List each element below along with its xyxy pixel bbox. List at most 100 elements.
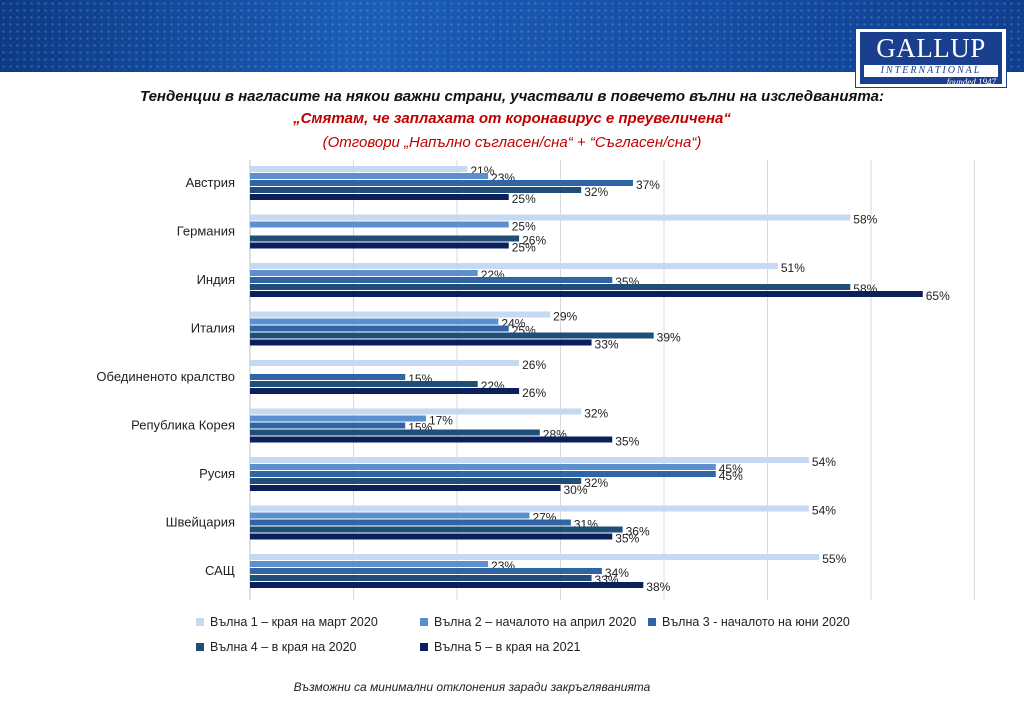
bar [250,554,820,560]
bar [250,332,654,339]
data-label: 54% [812,504,836,518]
bar [250,263,778,269]
data-label: 38% [646,580,670,594]
bar [250,166,468,172]
bar [250,415,426,422]
logo-box: GALLUP INTERNATIONAL founded 1947 [860,32,1002,87]
data-label: 35% [615,532,639,546]
category-label: Република Корея [131,418,235,433]
legend-label: Вълна 4 – в края на 2020 [210,640,357,654]
bar [250,291,923,297]
chart-subtitle: „Смятам, че заплахата от коронавирус е п… [293,110,731,127]
data-label: 36% [626,525,650,539]
data-label: 34% [605,566,629,580]
data-label: 26% [522,234,546,248]
bar [250,575,592,581]
bar [250,325,509,332]
legend-swatch [420,618,428,626]
legend-item: Вълна 5 – в края на 2021 [420,640,580,654]
bar [250,436,613,443]
legend-swatch [648,618,656,626]
world-map-pattern [0,0,1024,72]
bar [250,381,478,387]
legend-label: Вълна 5 – в края на 2021 [434,640,581,654]
data-label: 25% [512,192,536,206]
footnote: Възможни са минимални отклонения заради … [293,680,651,694]
data-label: 35% [615,435,639,449]
data-label: 54% [812,455,836,469]
bar [250,526,623,533]
legend-swatch [196,643,204,651]
bar [250,277,613,283]
bar [250,457,809,463]
bar [250,561,489,567]
data-label: 26% [522,386,546,400]
legend-item: Вълна 3 - началото на юни 2020 [648,615,850,629]
bar [250,311,551,318]
bar [250,471,716,477]
data-label: 30% [564,483,588,497]
bar [250,464,716,470]
data-label: 29% [553,310,577,324]
bar [250,374,406,380]
data-label: 25% [512,220,536,234]
bar [250,318,499,325]
bar [250,221,509,228]
category-label: Германия [177,224,235,239]
bar [250,270,478,276]
data-label: 25% [512,241,536,255]
data-label: 45% [719,469,743,483]
logo-subtitle: INTERNATIONAL [864,65,998,77]
bar [250,485,561,491]
bar [250,505,809,512]
bar [250,519,571,526]
gallup-logo: GALLUP INTERNATIONAL founded 1947 [855,28,1007,88]
category-label: Обединеното кралство [96,369,235,384]
bar [250,512,530,519]
bar [250,235,520,242]
category-label: Швейцария [166,515,235,530]
category-label: САЩ [205,563,235,578]
data-label: 65% [926,289,950,303]
bar [250,478,582,484]
category-label: Русия [199,466,235,481]
logo-title: GALLUP [876,33,986,63]
logo-founded: founded 1947 [946,77,996,87]
category-label: Индия [197,272,235,287]
legend-label: Вълна 1 – края на март 2020 [210,615,378,629]
data-label: 32% [584,476,608,490]
bar [250,360,520,366]
data-label: 32% [584,407,608,421]
data-label: 17% [429,414,453,428]
bar [250,388,520,394]
chart-title: Тенденции в нагласите на някои важни стр… [139,88,885,105]
bar [250,429,540,436]
legend-label: Вълна 3 - началото на юни 2020 [662,615,850,629]
bar [250,582,644,588]
category-label: Австрия [186,175,235,190]
bar [250,284,851,290]
bar [250,422,406,429]
data-label: 33% [595,338,619,352]
chart-subtitle-note: (Отговори „Напълно съгласен/сна“ + “Съгл… [322,134,702,151]
bar [250,214,851,221]
category-label: Италия [191,321,235,336]
bar [250,180,633,186]
data-label: 45% [719,462,743,476]
legend-item: Вълна 4 – в края на 2020 [196,640,356,654]
data-label: 55% [822,552,846,566]
data-label: 58% [853,213,877,227]
legend-label: Вълна 2 – началото на април 2020 [434,615,637,629]
bar [250,533,613,540]
bar [250,194,509,200]
data-label: 39% [657,331,681,345]
data-label: 26% [522,358,546,372]
bar [250,408,582,415]
data-label: 37% [636,178,660,192]
data-label: 32% [584,185,608,199]
data-label: 51% [781,261,805,275]
bar [250,568,602,574]
bar [250,242,509,249]
legend-swatch [420,643,428,651]
